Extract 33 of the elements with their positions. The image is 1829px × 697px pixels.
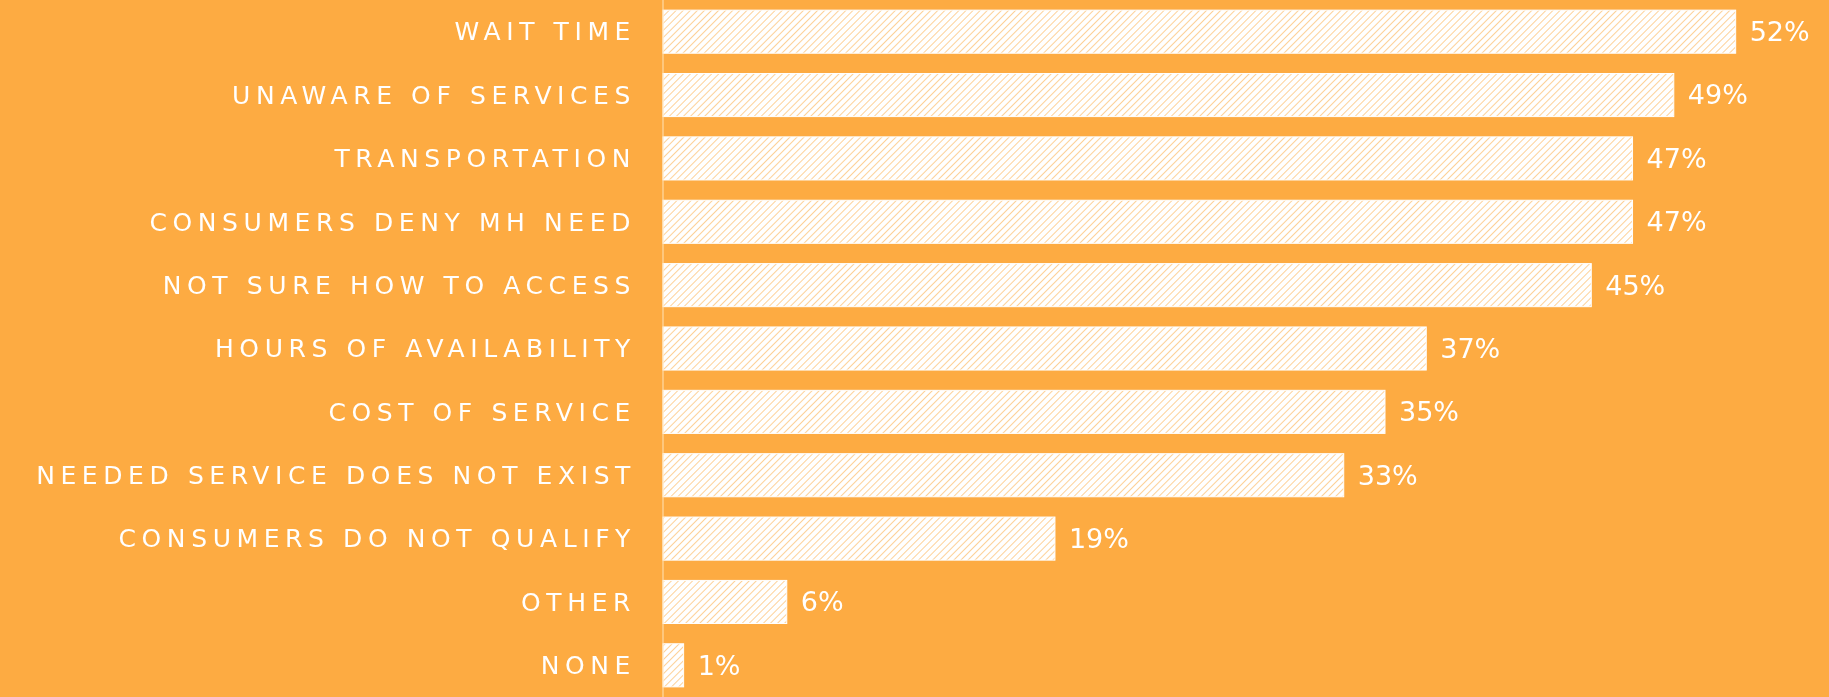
bar: [662, 73, 1675, 118]
data-label: 6%: [800, 586, 844, 618]
data-label: 1%: [697, 649, 741, 681]
y-tick-label: TRANSPORTATION: [333, 144, 636, 174]
bar: [662, 136, 1634, 181]
bar: [662, 9, 1737, 54]
y-tick-label: OTHER: [521, 587, 636, 617]
bar: [662, 263, 1592, 308]
y-tick-label: CONSUMERS DENY MH NEED: [149, 207, 636, 237]
y-tick-label: CONSUMERS DO NOT QUALIFY: [118, 524, 636, 554]
data-label: 47%: [1646, 142, 1707, 174]
data-label: 37%: [1440, 332, 1501, 364]
y-tick-label: NOT SURE HOW TO ACCESS: [162, 270, 636, 300]
bar: [662, 579, 788, 624]
y-tick-label: COST OF SERVICE: [328, 397, 636, 427]
data-label: 49%: [1687, 79, 1748, 111]
bar: [662, 389, 1386, 434]
y-tick-label: NEEDED SERVICE DOES NOT EXIST: [36, 460, 636, 490]
data-label: 45%: [1605, 269, 1666, 301]
data-label: 35%: [1398, 396, 1460, 428]
y-tick-label: HOURS OF AVAILABILITY: [214, 334, 636, 364]
y-tick-label: WAIT TIME: [454, 17, 636, 47]
data-label: 33%: [1357, 459, 1418, 491]
data-label: 52%: [1749, 16, 1810, 48]
bar: [662, 326, 1427, 371]
bar: [662, 199, 1634, 244]
data-label: 47%: [1646, 206, 1707, 238]
y-tick-label: NONE: [540, 651, 636, 681]
bar: [662, 516, 1056, 561]
data-label: 19%: [1068, 523, 1129, 555]
bar: [662, 453, 1345, 498]
y-tick-label: UNAWARE OF SERVICES: [232, 80, 636, 110]
bar: [662, 643, 685, 688]
